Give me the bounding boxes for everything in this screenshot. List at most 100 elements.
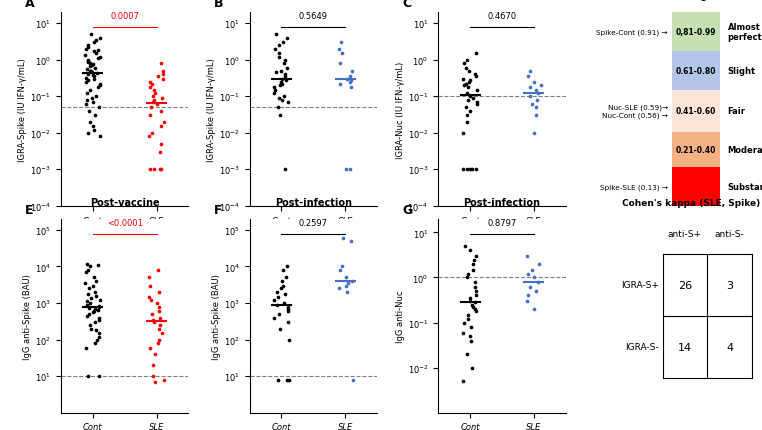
Point (469, 279, 481, 286)
Point (148, 319, 160, 326)
Point (87, 61, 99, 68)
Point (344, 238, 357, 245)
Point (91, 307, 104, 313)
Point (88, 274, 101, 281)
Point (469, 299, 481, 306)
Point (281, 65, 293, 72)
Point (462, 311, 474, 318)
Point (91, 71, 104, 77)
Point (275, 286, 287, 292)
Point (154, 322, 166, 329)
Point (144, 344, 156, 351)
Bar (671, 133, 720, 168)
Point (334, 61, 346, 68)
Point (81, 261, 93, 267)
Point (148, 87, 160, 94)
Point (157, 76, 169, 83)
Point (528, 130, 540, 137)
Point (143, 133, 155, 140)
Title: Post-infection: Post-infection (275, 0, 352, 1)
Text: 0.61-0.80: 0.61-0.80 (675, 67, 716, 75)
Point (82, 66, 94, 73)
Point (83, 108, 95, 115)
Point (155, 330, 168, 337)
Point (280, 376, 293, 383)
Point (283, 336, 295, 343)
Point (91, 336, 103, 343)
Point (345, 84, 357, 91)
Point (457, 329, 469, 336)
Point (469, 74, 482, 80)
Point (155, 61, 167, 68)
Point (146, 373, 158, 380)
Point (88, 76, 101, 83)
Point (94, 35, 106, 42)
Point (456, 76, 469, 83)
Point (458, 319, 470, 326)
Point (272, 293, 284, 300)
Point (81, 97, 93, 104)
Point (457, 166, 469, 173)
Point (346, 68, 358, 75)
Point (277, 267, 290, 274)
Point (335, 40, 347, 46)
Point (523, 93, 536, 100)
Point (527, 79, 539, 86)
Point (89, 340, 101, 347)
Text: F: F (214, 204, 223, 217)
Point (156, 71, 168, 78)
Point (85, 69, 97, 76)
Point (530, 113, 542, 120)
Point (277, 283, 289, 289)
Point (279, 57, 291, 64)
Title: Post-infection: Post-infection (463, 197, 540, 207)
Point (277, 300, 290, 307)
Point (82, 298, 94, 305)
Point (275, 79, 287, 86)
Point (149, 378, 161, 385)
Text: <0.0001: <0.0001 (107, 218, 142, 227)
Y-axis label: IGRA-Spike (IU IFN-γ/mL): IGRA-Spike (IU IFN-γ/mL) (207, 58, 216, 161)
Point (88, 40, 101, 46)
Y-axis label: IgG anti-Nuc: IgG anti-Nuc (396, 290, 405, 342)
Point (344, 166, 356, 173)
Text: 0.4670: 0.4670 (488, 12, 517, 21)
Point (155, 108, 168, 115)
Title: Post-vaccine: Post-vaccine (90, 197, 159, 207)
Point (155, 166, 167, 173)
Point (467, 261, 479, 268)
Bar (671, 52, 720, 90)
Point (154, 149, 166, 156)
Point (151, 300, 163, 307)
Point (83, 304, 95, 311)
Point (82, 77, 94, 84)
Y-axis label: IgG anti-Spike (BAU): IgG anti-Spike (BAU) (24, 273, 32, 359)
Text: Slight: Slight (728, 67, 756, 75)
Title: Post-infection: Post-infection (275, 197, 352, 207)
Text: Almost
perfect: Almost perfect (728, 22, 762, 42)
Point (87, 123, 99, 130)
Point (461, 166, 473, 173)
Point (465, 337, 477, 344)
Point (84, 64, 96, 71)
Point (79, 101, 91, 108)
Point (528, 274, 540, 281)
Point (82, 43, 94, 49)
Text: Substantial: Substantial (728, 183, 762, 191)
Point (147, 99, 159, 106)
Point (93, 104, 105, 111)
Point (526, 101, 538, 108)
Point (530, 288, 542, 295)
Point (80, 75, 92, 82)
Point (277, 76, 289, 83)
Point (457, 130, 469, 137)
Text: IGRA-S-: IGRA-S- (625, 343, 659, 351)
Text: E: E (25, 204, 34, 217)
Point (93, 314, 105, 321)
Point (458, 83, 470, 89)
Point (340, 283, 352, 289)
Text: G: G (402, 204, 413, 217)
Point (85, 31, 97, 38)
Point (80, 46, 92, 53)
Point (335, 81, 347, 88)
